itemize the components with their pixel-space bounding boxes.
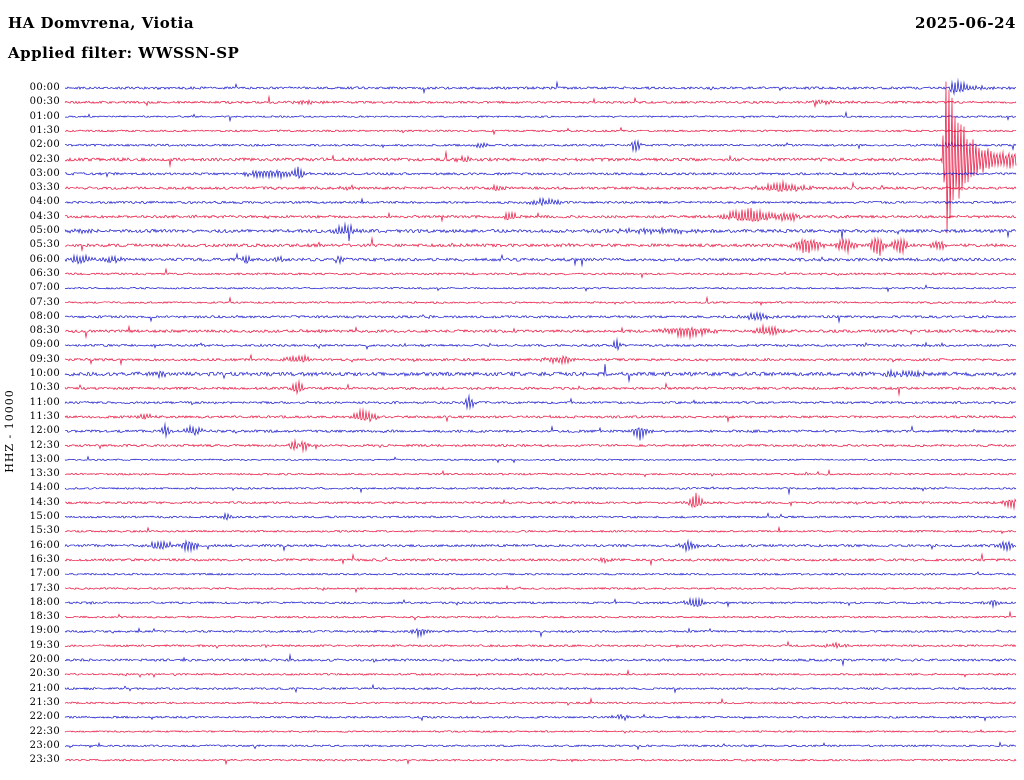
time-label: 08:30 bbox=[29, 325, 60, 337]
time-label: 21:00 bbox=[29, 682, 60, 694]
time-label: 18:30 bbox=[29, 611, 60, 623]
time-label: 18:00 bbox=[29, 596, 60, 608]
time-label: 21:30 bbox=[29, 696, 60, 708]
time-label: 02:30 bbox=[29, 153, 60, 165]
time-label: 22:30 bbox=[29, 725, 60, 737]
time-label: 19:30 bbox=[29, 639, 60, 651]
time-label: 12:30 bbox=[29, 439, 60, 451]
time-label: 03:30 bbox=[29, 182, 60, 194]
time-label: 14:00 bbox=[29, 482, 60, 494]
time-label: 22:00 bbox=[29, 711, 60, 723]
time-label: 07:00 bbox=[29, 282, 60, 294]
time-label: 06:30 bbox=[29, 267, 60, 279]
time-label: 20:30 bbox=[29, 668, 60, 680]
time-label: 23:30 bbox=[29, 754, 60, 766]
time-label: 00:30 bbox=[29, 96, 60, 108]
filter-label: Applied filter: WWSSN-SP bbox=[8, 44, 240, 62]
time-label: 00:00 bbox=[29, 82, 60, 93]
date-label: 2025-06-24 bbox=[915, 14, 1016, 32]
time-label: 12:00 bbox=[29, 425, 60, 437]
time-label: 04:00 bbox=[29, 196, 60, 208]
time-label: 16:00 bbox=[29, 539, 60, 551]
time-label: 04:30 bbox=[29, 210, 60, 222]
time-label: 03:00 bbox=[29, 167, 60, 179]
time-label: 09:30 bbox=[29, 353, 60, 365]
time-label: 08:00 bbox=[29, 310, 60, 322]
time-label: 19:00 bbox=[29, 625, 60, 637]
time-label: 17:00 bbox=[29, 568, 60, 580]
time-label: 07:30 bbox=[29, 296, 60, 308]
time-label: 14:30 bbox=[29, 496, 60, 508]
time-label: 13:00 bbox=[29, 453, 60, 465]
time-label: 01:30 bbox=[29, 124, 60, 136]
time-label: 23:00 bbox=[29, 739, 60, 751]
time-label: 11:00 bbox=[29, 396, 60, 408]
time-label: 17:30 bbox=[29, 582, 60, 594]
time-label: 13:30 bbox=[29, 468, 60, 480]
time-label: 15:00 bbox=[29, 511, 60, 522]
time-labels: 00:00 00:30 01:00 01:30 02:00 02:30 03:00 03:30… bbox=[0, 0, 64, 780]
station-title: HA Domvrena, Viotia bbox=[8, 14, 195, 32]
time-label: 02:00 bbox=[29, 139, 60, 151]
time-label: 10:00 bbox=[29, 368, 60, 379]
time-label: 05:00 bbox=[29, 225, 60, 236]
time-label: 10:30 bbox=[29, 382, 60, 394]
time-label: 01:00 bbox=[29, 110, 60, 122]
time-label: 20:00 bbox=[29, 654, 60, 665]
time-label: 15:30 bbox=[29, 525, 60, 537]
time-label: 06:00 bbox=[29, 253, 60, 265]
time-label: 16:30 bbox=[29, 553, 60, 565]
time-label: 09:00 bbox=[29, 339, 60, 351]
time-label: 11:30 bbox=[29, 410, 60, 422]
time-label: 05:30 bbox=[29, 239, 60, 251]
